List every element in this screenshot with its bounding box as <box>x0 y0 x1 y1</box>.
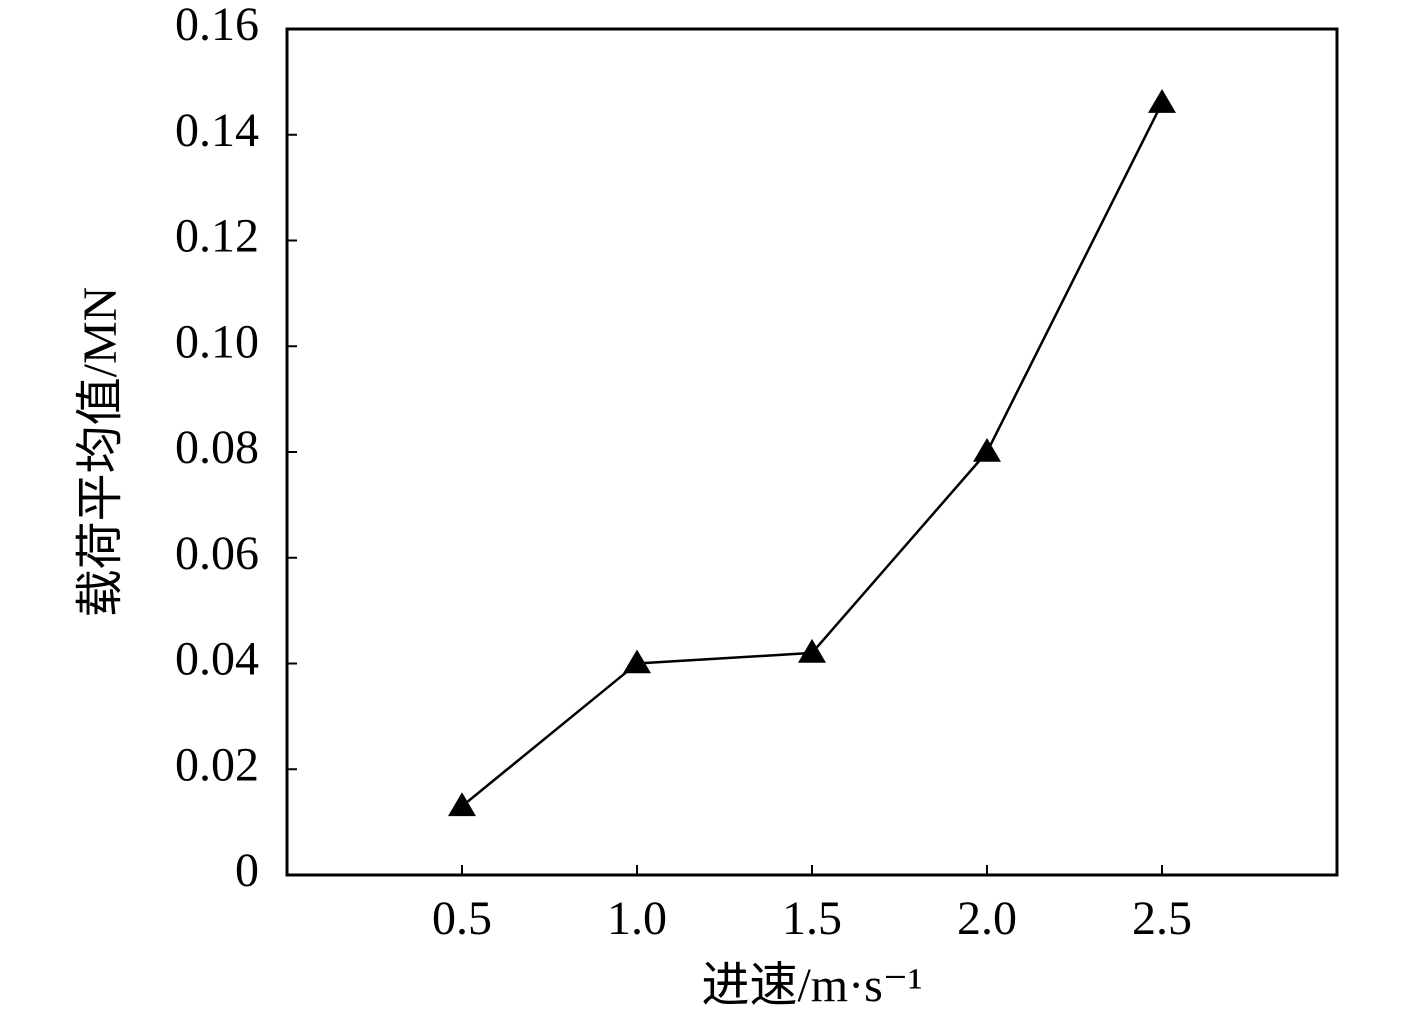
y-tick-label: 0.10 <box>175 315 259 368</box>
y-tick-label: 0.16 <box>175 0 259 51</box>
y-tick-label: 0.08 <box>175 421 259 474</box>
plot-frame <box>285 27 1339 877</box>
y-tick-label: 0 <box>235 844 259 897</box>
x-tick-label: 2.5 <box>1132 892 1192 945</box>
y-axis-label: 载荷平均值/MN <box>74 287 127 618</box>
marker <box>1148 89 1176 113</box>
marker <box>973 438 1001 462</box>
x-tick-label: 1.0 <box>607 892 667 945</box>
y-tick-label: 0.14 <box>175 104 259 157</box>
marker <box>623 649 651 674</box>
x-axis-label: 进速/m·s⁻¹ <box>701 959 922 1012</box>
y-tick-label: 0.12 <box>175 210 259 263</box>
marker <box>448 792 476 817</box>
y-tick-label: 0.02 <box>175 738 259 791</box>
x-tick-label: 1.5 <box>782 892 842 945</box>
x-tick-label: 2.0 <box>957 892 1017 945</box>
line <box>461 102 1164 808</box>
marker <box>798 638 826 663</box>
y-tick-label: 0.06 <box>175 527 259 580</box>
x-tick-label: 0.5 <box>432 892 492 945</box>
y-tick-label: 0.04 <box>175 633 259 686</box>
